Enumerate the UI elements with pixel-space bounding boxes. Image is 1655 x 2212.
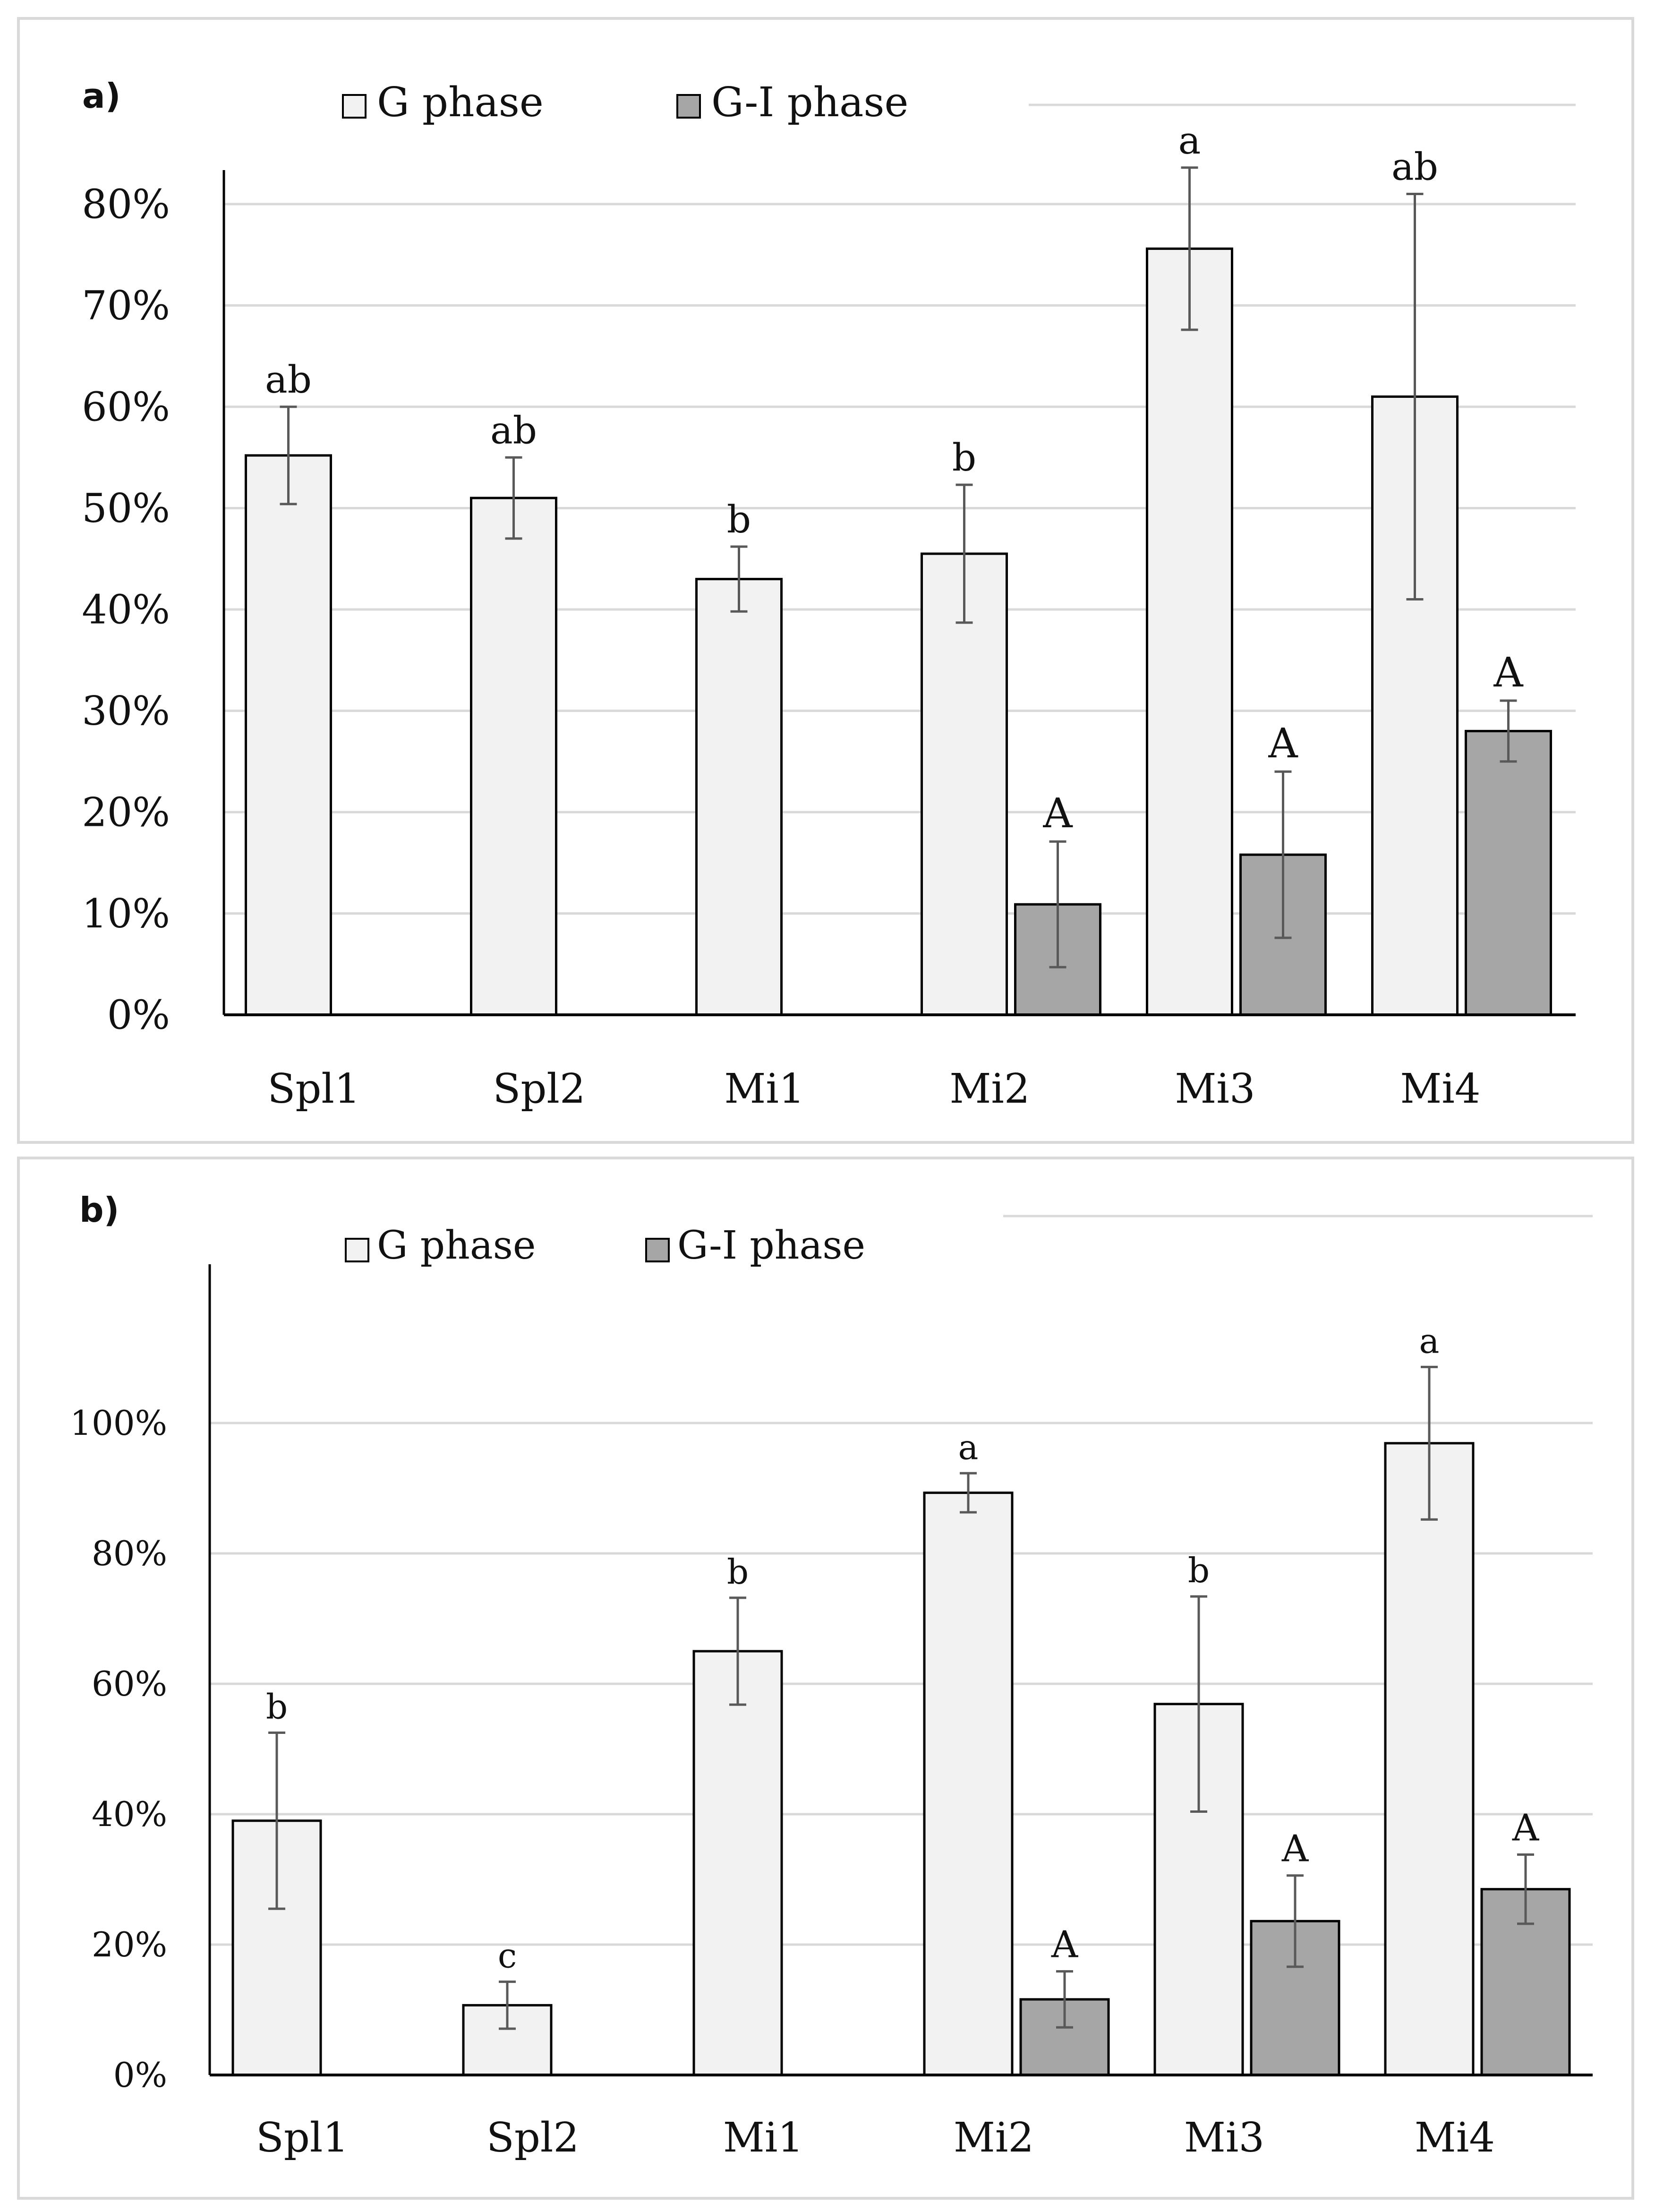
y-tick-label: 70% [82, 283, 170, 329]
y-tick-label: 30% [82, 688, 170, 734]
bar-g-phase-mi4 [1384, 1442, 1475, 2076]
chart-panel-b: b) G phase G-I phase 0% 20% 40% 60% 80% 100% b Spl… [17, 1157, 1634, 2200]
x-category-label: Spl1 [267, 1065, 360, 1113]
bar-gi-phase-mi4 [1465, 729, 1552, 1016]
legend-swatch-g-phase [345, 1238, 369, 1262]
legend-swatch-gi-phase [676, 94, 701, 119]
significance-label-g-phase: ab [490, 408, 537, 452]
y-tick-label: 80% [82, 181, 170, 227]
y-tick-label: 20% [82, 789, 170, 835]
legend-swatch-gi-phase [645, 1238, 670, 1262]
x-category-label: Mi4 [1415, 2114, 1495, 2161]
x-category-label: Mi2 [954, 2114, 1034, 2161]
y-tick-label: 10% [82, 891, 170, 937]
significance-label-gi-phase: A [1042, 790, 1073, 837]
y-tick-label: 60% [82, 384, 170, 430]
significance-label-g-phase: b [952, 436, 976, 480]
significance-label-g-phase: b [727, 1552, 749, 1592]
significance-label-g-phase: b [266, 1687, 288, 1727]
significance-label-g-phase: c [498, 1936, 517, 1976]
y-tick-label: 40% [92, 1794, 167, 1834]
significance-label-g-phase: ab [1391, 145, 1438, 189]
x-category-label: Spl1 [256, 2114, 349, 2161]
x-category-label: Mi4 [1400, 1065, 1480, 1113]
y-tick-label: 60% [92, 1664, 167, 1704]
significance-label-g-phase: a [1178, 119, 1201, 163]
y-tick-label: 0% [107, 992, 170, 1038]
x-category-label: Mi2 [949, 1065, 1030, 1113]
legend-label-gi-phase: G-I phase [677, 1223, 865, 1268]
y-tick-label: 50% [82, 485, 170, 532]
bar-g-phase-mi3 [1146, 247, 1233, 1016]
bar-g-phase-mi1 [692, 1650, 783, 2076]
x-category-label: Mi3 [1184, 2114, 1264, 2161]
x-category-label: Mi1 [724, 1065, 804, 1113]
y-tick-label: 20% [92, 1925, 167, 1964]
chart-b-svg: b) G phase G-I phase 0% 20% 40% 60% 80% 100% b Spl… [70, 1190, 1593, 2161]
bar-g-phase-spl1 [245, 454, 332, 1016]
significance-label-gi-phase: A [1493, 649, 1523, 696]
y-tick-label: 0% [113, 2055, 167, 2095]
panel-label: b) [79, 1190, 119, 1230]
significance-label-g-phase: a [958, 1427, 979, 1467]
x-category-label: Mi3 [1175, 1065, 1255, 1113]
chart-a-svg: a) G phase G-I phase 0% 10% 20% 30% 40% 50% 60% 70… [82, 76, 1576, 1113]
legend-swatch-g-phase [342, 94, 367, 119]
legend-label-g-phase: G phase [377, 1223, 536, 1268]
x-category-label: Mi1 [723, 2114, 803, 2161]
chart-panel-a: a) G phase G-I phase 0% 10% 20% 30% 40% 50% 60% 70… [17, 17, 1634, 1144]
significance-label-g-phase: b [727, 497, 751, 541]
y-tick-label: 80% [92, 1534, 167, 1573]
bar-g-phase-mi2 [923, 1492, 1014, 2076]
legend-label-gi-phase: G-I phase [711, 79, 908, 126]
y-tick-label: 100% [70, 1403, 167, 1443]
significance-label-gi-phase: A [1281, 1828, 1309, 1870]
bar-g-phase-mi1 [695, 578, 783, 1016]
y-tick-label: 40% [82, 586, 170, 633]
x-category-label: Spl2 [486, 2114, 579, 2161]
legend-label-g-phase: G phase [377, 79, 544, 126]
significance-label-gi-phase: A [1268, 720, 1298, 767]
bar-g-phase-spl2 [470, 497, 557, 1016]
significance-label-g-phase: ab [265, 358, 312, 402]
panel-label: a) [82, 76, 121, 116]
significance-label-gi-phase: A [1512, 1807, 1540, 1850]
significance-label-g-phase: a [1419, 1321, 1440, 1361]
significance-label-g-phase: b [1188, 1551, 1210, 1590]
x-category-label: Spl2 [493, 1065, 585, 1113]
significance-label-gi-phase: A [1051, 1924, 1079, 1966]
